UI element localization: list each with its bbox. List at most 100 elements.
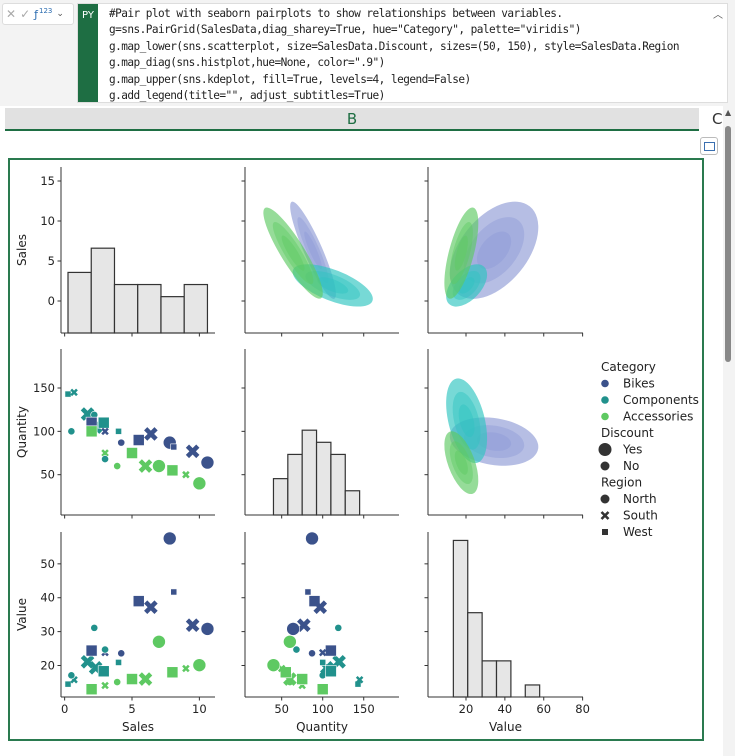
- scatter-point: [162, 531, 177, 546]
- scatter-point: [85, 683, 98, 696]
- legend-label: Bikes: [623, 377, 655, 391]
- scatter-point: [132, 595, 145, 607]
- legend-label: Components: [623, 393, 699, 407]
- chevron-down-icon[interactable]: ⌄: [56, 9, 64, 19]
- histogram-bar: [495, 660, 512, 698]
- scatter-point: [319, 659, 327, 666]
- confirm-icon[interactable]: ✓: [20, 7, 31, 21]
- scrollbar-thumb[interactable]: [725, 126, 731, 362]
- vertical-scrollbar[interactable]: ▲: [723, 106, 735, 756]
- x-tick-label: 60: [536, 702, 551, 716]
- histogram-bar: [272, 478, 289, 516]
- legend-label: North: [623, 492, 657, 506]
- py-badge: PY: [78, 4, 98, 102]
- scatter-point: [152, 634, 166, 649]
- legend-marker-icon: [601, 412, 609, 421]
- panel-value-vs-value: 20 40 60 80 Value: [424, 532, 590, 734]
- scatter-point: [325, 665, 337, 678]
- legend-marker-icon: [600, 511, 610, 520]
- legend-label: No: [623, 459, 639, 473]
- scatter-point: [325, 644, 337, 657]
- y-tick-label: 20: [40, 658, 55, 672]
- python-code-editor[interactable]: PY #Pair plot with seaborn pairplots to …: [77, 3, 728, 103]
- scatter-point: [308, 595, 321, 607]
- kde-contour-accessories: [454, 235, 468, 271]
- scatter-point: [185, 618, 200, 632]
- histogram-bar: [137, 283, 162, 334]
- histogram-bar: [524, 684, 541, 698]
- scatter-point: [332, 654, 346, 669]
- kde-contour-components: [458, 277, 475, 294]
- image-card-icon[interactable]: [700, 137, 718, 155]
- formula-controls: ✕ ✓ ƒ 123 ⌄: [2, 3, 74, 25]
- scatter-point: [279, 666, 292, 679]
- y-axis-label: Sales: [15, 234, 29, 266]
- panel-value-vs-quantity: 50 100 150 Quantity: [241, 531, 399, 734]
- kde-contour-accessories: [454, 450, 468, 475]
- pairplot-figure[interactable]: [8, 158, 704, 741]
- x-tick-label: 10: [192, 702, 207, 716]
- y-tick-label: 50: [40, 468, 55, 482]
- panel-quantity-vs-sales: 50 100 150 Quantity: [15, 349, 215, 519]
- y-axis-label: Value: [15, 598, 29, 631]
- scatter-point: [85, 425, 98, 438]
- kde-contour-accessories: [449, 221, 473, 285]
- histogram-bar: [452, 539, 469, 698]
- fx-label: ƒ: [34, 7, 38, 21]
- panel-sales-vs-quantity: [241, 167, 399, 337]
- code-text[interactable]: #Pair plot with seaborn pairplots to sho…: [109, 6, 680, 104]
- scatter-point: [182, 470, 190, 479]
- kde-contour-accessories: [281, 235, 305, 271]
- legend-label: South: [623, 509, 658, 523]
- y-tick-label: 100: [33, 424, 55, 438]
- y-tick-label: 0: [48, 294, 55, 308]
- formula-bar: ✕ ✓ ƒ 123 ⌄ PY #Pair plot with seaborn pa…: [0, 0, 735, 106]
- panel-quantity-vs-quantity: [241, 349, 399, 519]
- scatter-point: [132, 434, 145, 446]
- kde-contour-accessories: [444, 431, 479, 495]
- kde-contour-components: [452, 270, 481, 300]
- cancel-icon[interactable]: ✕: [6, 7, 17, 21]
- histogram-bar: [467, 612, 483, 698]
- code-line: g.add_legend(title="", adjust_subtitles=…: [109, 89, 385, 103]
- x-axis-label: Sales: [122, 720, 154, 734]
- scatter-point: [117, 649, 126, 658]
- histogram-bar: [160, 296, 185, 334]
- y-tick-label: 30: [40, 625, 55, 639]
- scatter-point: [304, 588, 312, 596]
- x-tick-label: 40: [498, 702, 513, 716]
- legend-title: Category: [601, 360, 656, 374]
- histogram-bar: [481, 660, 498, 698]
- panel-sales-vs-value: [424, 167, 584, 337]
- scatter-point: [166, 666, 179, 679]
- scatter-point: [67, 671, 76, 680]
- column-header-c[interactable]: C: [712, 110, 722, 128]
- scatter-point: [144, 427, 158, 441]
- legend-label: West: [623, 525, 653, 539]
- code-line: g=sns.PairGrid(SalesData,diag_sharey=Tru…: [109, 23, 581, 37]
- scatter-point: [138, 459, 153, 473]
- scatter-point: [97, 665, 110, 678]
- histogram-bar: [315, 441, 332, 516]
- collapse-formula-bar-icon[interactable]: ︿: [713, 10, 723, 21]
- legend-title: Region: [601, 476, 642, 490]
- panel-sales-vs-sales: 0 5 10 15 Sales: [15, 167, 215, 337]
- scatter-point: [334, 623, 343, 632]
- scatter-point: [101, 645, 109, 654]
- python-output-type-icon[interactable]: ƒ 123: [34, 7, 52, 21]
- scroll-up-arrow-icon[interactable]: ▲: [725, 108, 732, 117]
- x-tick-label: 100: [312, 702, 334, 716]
- kde-contour-accessories: [444, 207, 479, 299]
- legend-label: Accessories: [623, 410, 693, 424]
- scatter-point: [200, 455, 215, 470]
- scatter-point: [283, 634, 297, 649]
- code-line: g.map_upper(sns.kdeplot, fill=True, leve…: [109, 72, 471, 86]
- legend-marker-icon: [601, 396, 609, 404]
- column-header-b[interactable]: B: [5, 108, 699, 131]
- scatter-point: [296, 673, 309, 685]
- scatter-point: [115, 427, 122, 435]
- kde-contour-components: [317, 277, 349, 294]
- x-tick-label: 0: [61, 702, 68, 716]
- y-tick-label: 5: [48, 254, 55, 268]
